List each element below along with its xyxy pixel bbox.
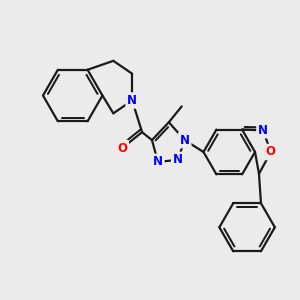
Text: O: O [117, 142, 127, 154]
Text: O: O [266, 146, 276, 158]
Text: N: N [153, 155, 163, 168]
Text: N: N [180, 134, 190, 147]
Text: N: N [258, 124, 268, 137]
Text: N: N [173, 153, 183, 167]
Text: N: N [127, 94, 137, 107]
